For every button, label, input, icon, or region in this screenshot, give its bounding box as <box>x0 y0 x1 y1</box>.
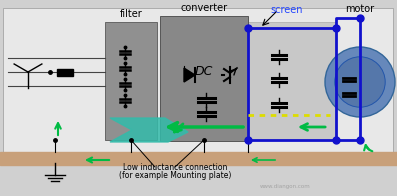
Circle shape <box>325 47 395 117</box>
Text: motor: motor <box>345 4 374 14</box>
Text: screen: screen <box>271 5 303 15</box>
Text: (for example Mounting plate): (for example Mounting plate) <box>119 171 231 180</box>
Text: www.diangon.com: www.diangon.com <box>260 184 310 189</box>
Text: DC: DC <box>195 65 213 78</box>
Circle shape <box>335 57 385 107</box>
Bar <box>57 69 73 76</box>
Bar <box>105 22 157 140</box>
Polygon shape <box>110 118 188 142</box>
Bar <box>160 16 248 141</box>
Text: filter: filter <box>119 9 143 19</box>
Bar <box>0 152 397 165</box>
Text: converter: converter <box>181 3 227 13</box>
Bar <box>248 22 336 140</box>
Text: Low inductance connection: Low inductance connection <box>123 163 227 172</box>
Bar <box>3 8 393 152</box>
Polygon shape <box>184 68 195 82</box>
